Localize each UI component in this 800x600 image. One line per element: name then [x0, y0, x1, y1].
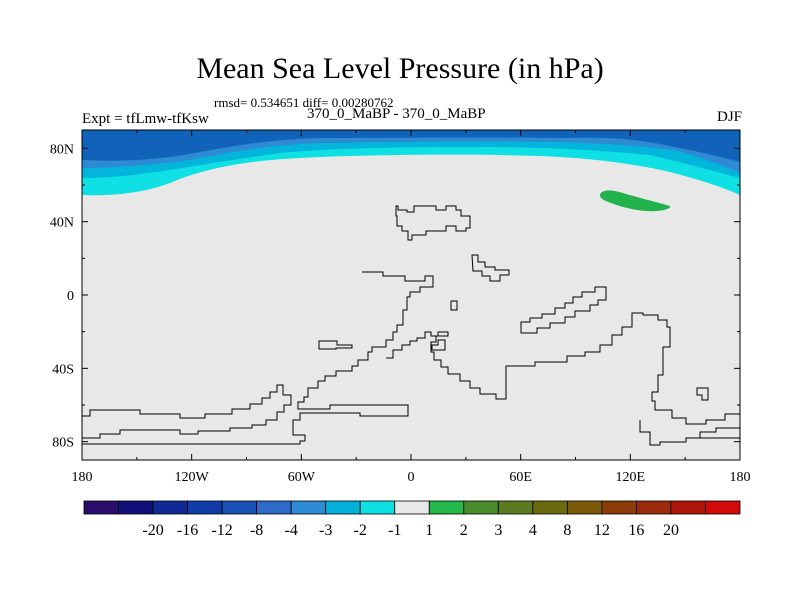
landmass-east-piece	[696, 387, 709, 401]
x-tick-label: 60E	[509, 470, 532, 485]
colorbar-swatch	[497, 500, 534, 515]
north-pacific-positive	[600, 190, 671, 212]
colorbar-swatch	[532, 500, 568, 515]
colorbar-swatch	[83, 500, 119, 515]
y-tick-label: 80N	[50, 142, 74, 157]
landmass-south-center	[386, 312, 740, 425]
colorbar-label: 1	[425, 522, 433, 539]
axes: 180 120W 60W 0 60E 120E 180 80N 40N 0 40S 80S	[50, 130, 751, 485]
y-tick-label: 40N	[50, 216, 74, 231]
landmass-south-coast	[82, 440, 305, 445]
colorbar-label: 20	[663, 522, 679, 539]
landmass-north	[395, 205, 471, 241]
landmass-small-south	[431, 339, 446, 351]
colorbar-swatch	[221, 500, 258, 515]
colorbar-swatch	[325, 500, 361, 515]
colorbar-swatch	[670, 500, 706, 515]
colorbar-swatch	[428, 500, 465, 515]
colorbar-label: 2	[460, 522, 468, 539]
landmass-southwest	[82, 384, 292, 439]
colorbar-label: 4	[529, 522, 537, 539]
season-label: DJF	[716, 109, 742, 125]
plot-background	[82, 130, 740, 460]
colorbar-label: -8	[250, 522, 263, 539]
colorbar-swatch	[256, 500, 292, 515]
landmass-east-south	[639, 420, 740, 446]
colorbar: -20 -16 -12 -8 -4 -3 -2 -1 1 2 3 4 8 12 16 20	[83, 500, 741, 539]
stats-text: rmsd= 0.534651 diff= 0.00280762	[214, 95, 394, 110]
x-tick-label: 60W	[288, 470, 316, 485]
x-tick-label: 180	[72, 470, 93, 485]
y-tick-label: 0	[67, 289, 74, 304]
chart-title: Mean Sea Level Pressure (in hPa)	[196, 52, 604, 85]
colorbar-label: -16	[177, 522, 198, 539]
colorbar-label: -20	[142, 522, 163, 539]
colorbar-swatch	[636, 500, 672, 515]
landmass-main	[292, 271, 434, 441]
colorbar-swatch	[394, 500, 430, 515]
north-polar-band	[82, 130, 740, 162]
landmass-west-inlet	[318, 340, 353, 350]
colorbar-swatch	[118, 500, 154, 515]
colorbar-label: -2	[354, 522, 367, 539]
colorbar-swatch	[290, 500, 327, 515]
colorbar-swatch	[187, 500, 223, 515]
x-tick-label: 0	[408, 470, 415, 485]
x-tick-label: 120W	[175, 470, 210, 485]
colorbar-label: 16	[628, 522, 644, 539]
colorbar-label: 12	[594, 522, 610, 539]
continent-outlines	[82, 205, 740, 446]
colorbar-label: -3	[319, 522, 332, 539]
colorbar-swatch	[152, 500, 188, 515]
contour-fills	[82, 130, 740, 212]
landmass-east-small	[471, 254, 510, 282]
experiment-label: Expt = tfLmw-tfKsw	[82, 111, 209, 127]
colorbar-swatch	[601, 500, 637, 515]
colorbar-label: 8	[563, 522, 571, 539]
y-tick-label: 40S	[52, 362, 74, 377]
x-tick-label: 120E	[616, 470, 646, 485]
colorbar-swatch	[705, 500, 741, 515]
colorbar-label: -12	[211, 522, 232, 539]
colorbar-label: -4	[284, 522, 297, 539]
colorbar-label: -1	[388, 522, 401, 539]
landmass-southeast-arm	[520, 286, 607, 334]
colorbar-swatch	[463, 500, 499, 515]
colorbar-label: 3	[494, 522, 502, 539]
colorbar-swatch	[359, 500, 396, 515]
x-tick-label: 180	[730, 470, 751, 485]
island	[450, 300, 458, 311]
period-label: 370_0_MaBP - 370_0_MaBP	[307, 106, 486, 122]
y-tick-label: 80S	[52, 436, 74, 451]
colorbar-swatch	[566, 500, 603, 515]
